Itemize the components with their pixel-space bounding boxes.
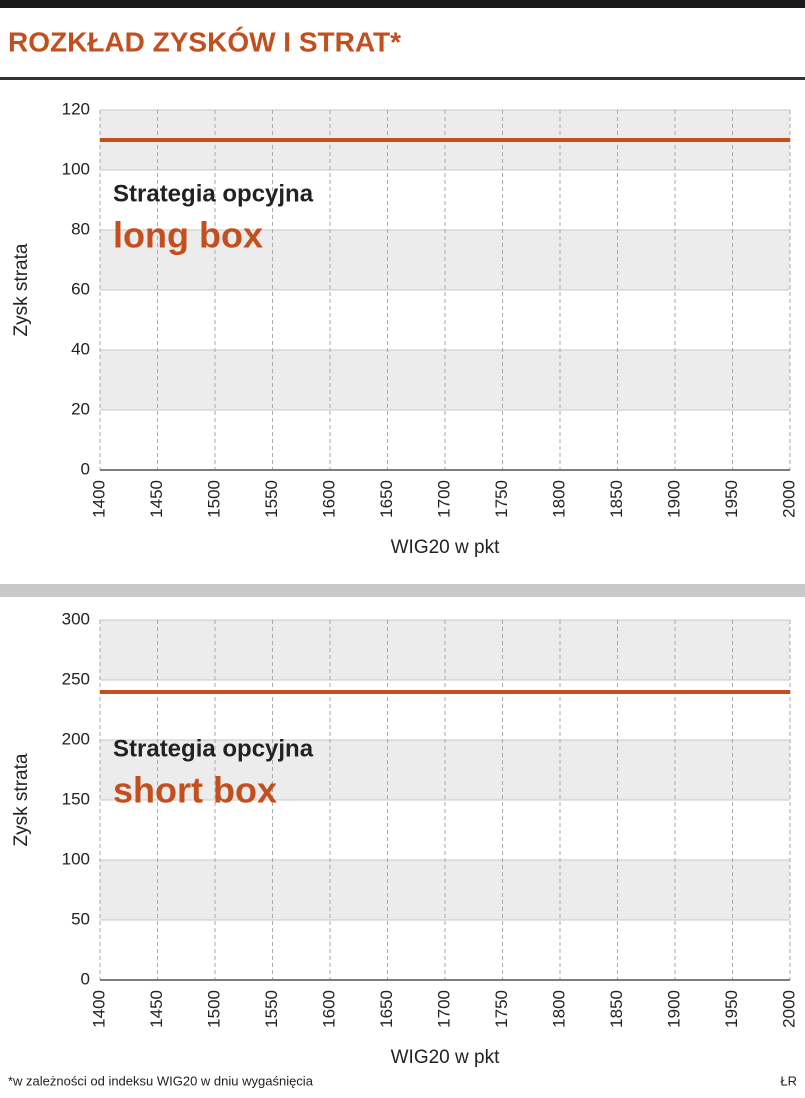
x-tick-label: 1850 [607,990,626,1028]
x-tick-label: 1900 [664,480,683,518]
x-tick-label: 2000 [779,990,798,1028]
y-axis-label: Zysk strata [11,243,32,336]
y-axis-label: Zysk strata [11,753,32,846]
credit: ŁR [780,1073,797,1088]
x-tick-label: 1850 [607,480,626,518]
x-tick-label: 1600 [319,990,338,1028]
x-tick-label: 1550 [262,480,281,518]
y-tick-label: 40 [71,339,90,358]
footnote: *w zależności od indeksu WIG20 w dniu wy… [8,1073,314,1088]
title-rule [0,77,805,80]
x-tick-label: 1950 [722,480,741,518]
x-tick-label: 1550 [262,990,281,1028]
x-tick-label: 1900 [664,990,683,1028]
annotation: Strategia opcyjna [113,180,314,207]
page-title: ROZKŁAD ZYSKÓW I STRAT* [8,26,401,57]
y-tick-label: 200 [62,729,90,748]
x-tick-label: 1950 [722,990,741,1028]
x-tick-label: 1700 [434,990,453,1028]
y-tick-label: 0 [81,969,90,988]
y-tick-label: 20 [71,399,90,418]
x-tick-label: 1700 [434,480,453,518]
y-tick-label: 80 [71,219,90,238]
x-tick-label: 1750 [492,990,511,1028]
annotation-highlight: short box [113,770,277,811]
top-bar [0,0,805,8]
y-tick-label: 60 [71,279,90,298]
y-tick-label: 150 [62,789,90,808]
x-tick-label: 1450 [147,480,166,518]
x-tick-label: 1600 [319,480,338,518]
separator [0,584,805,597]
x-tick-label: 1400 [89,480,108,518]
y-tick-label: 100 [62,849,90,868]
x-tick-label: 2000 [779,480,798,518]
annotation-highlight: long box [113,215,263,256]
y-tick-label: 300 [62,609,90,628]
x-tick-label: 1800 [549,480,568,518]
y-tick-label: 50 [71,909,90,928]
x-tick-label: 1750 [492,480,511,518]
x-tick-label: 1500 [204,990,223,1028]
x-tick-label: 1450 [147,990,166,1028]
x-axis-label: WIG20 w pkt [391,537,500,558]
x-axis-label: WIG20 w pkt [391,1047,500,1068]
y-tick-label: 0 [81,459,90,478]
x-tick-label: 1400 [89,990,108,1028]
y-tick-label: 120 [62,99,90,118]
y-tick-label: 250 [62,669,90,688]
x-tick-label: 1800 [549,990,568,1028]
x-tick-label: 1650 [377,990,396,1028]
x-tick-label: 1500 [204,480,223,518]
annotation: Strategia opcyjna [113,735,314,762]
x-tick-label: 1650 [377,480,396,518]
y-tick-label: 100 [62,159,90,178]
